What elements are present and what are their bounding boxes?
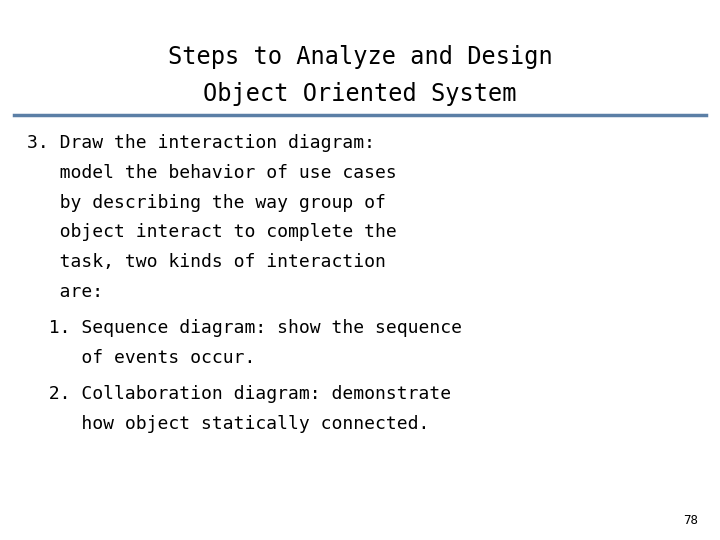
Text: by describing the way group of: by describing the way group of — [27, 193, 386, 212]
Text: 78: 78 — [683, 514, 698, 526]
Text: Object Oriented System: Object Oriented System — [203, 83, 517, 106]
Text: model the behavior of use cases: model the behavior of use cases — [27, 164, 397, 182]
Text: task, two kinds of interaction: task, two kinds of interaction — [27, 253, 386, 271]
Text: Steps to Analyze and Design: Steps to Analyze and Design — [168, 45, 552, 69]
Text: 1. Sequence diagram: show the sequence: 1. Sequence diagram: show the sequence — [27, 319, 462, 338]
Text: object interact to complete the: object interact to complete the — [27, 223, 397, 241]
Text: how object statically connected.: how object statically connected. — [27, 415, 430, 433]
Text: 2. Collaboration diagram: demonstrate: 2. Collaboration diagram: demonstrate — [27, 385, 451, 403]
Text: 3. Draw the interaction diagram:: 3. Draw the interaction diagram: — [27, 134, 375, 152]
Text: of events occur.: of events occur. — [27, 349, 256, 367]
Text: are:: are: — [27, 282, 104, 301]
